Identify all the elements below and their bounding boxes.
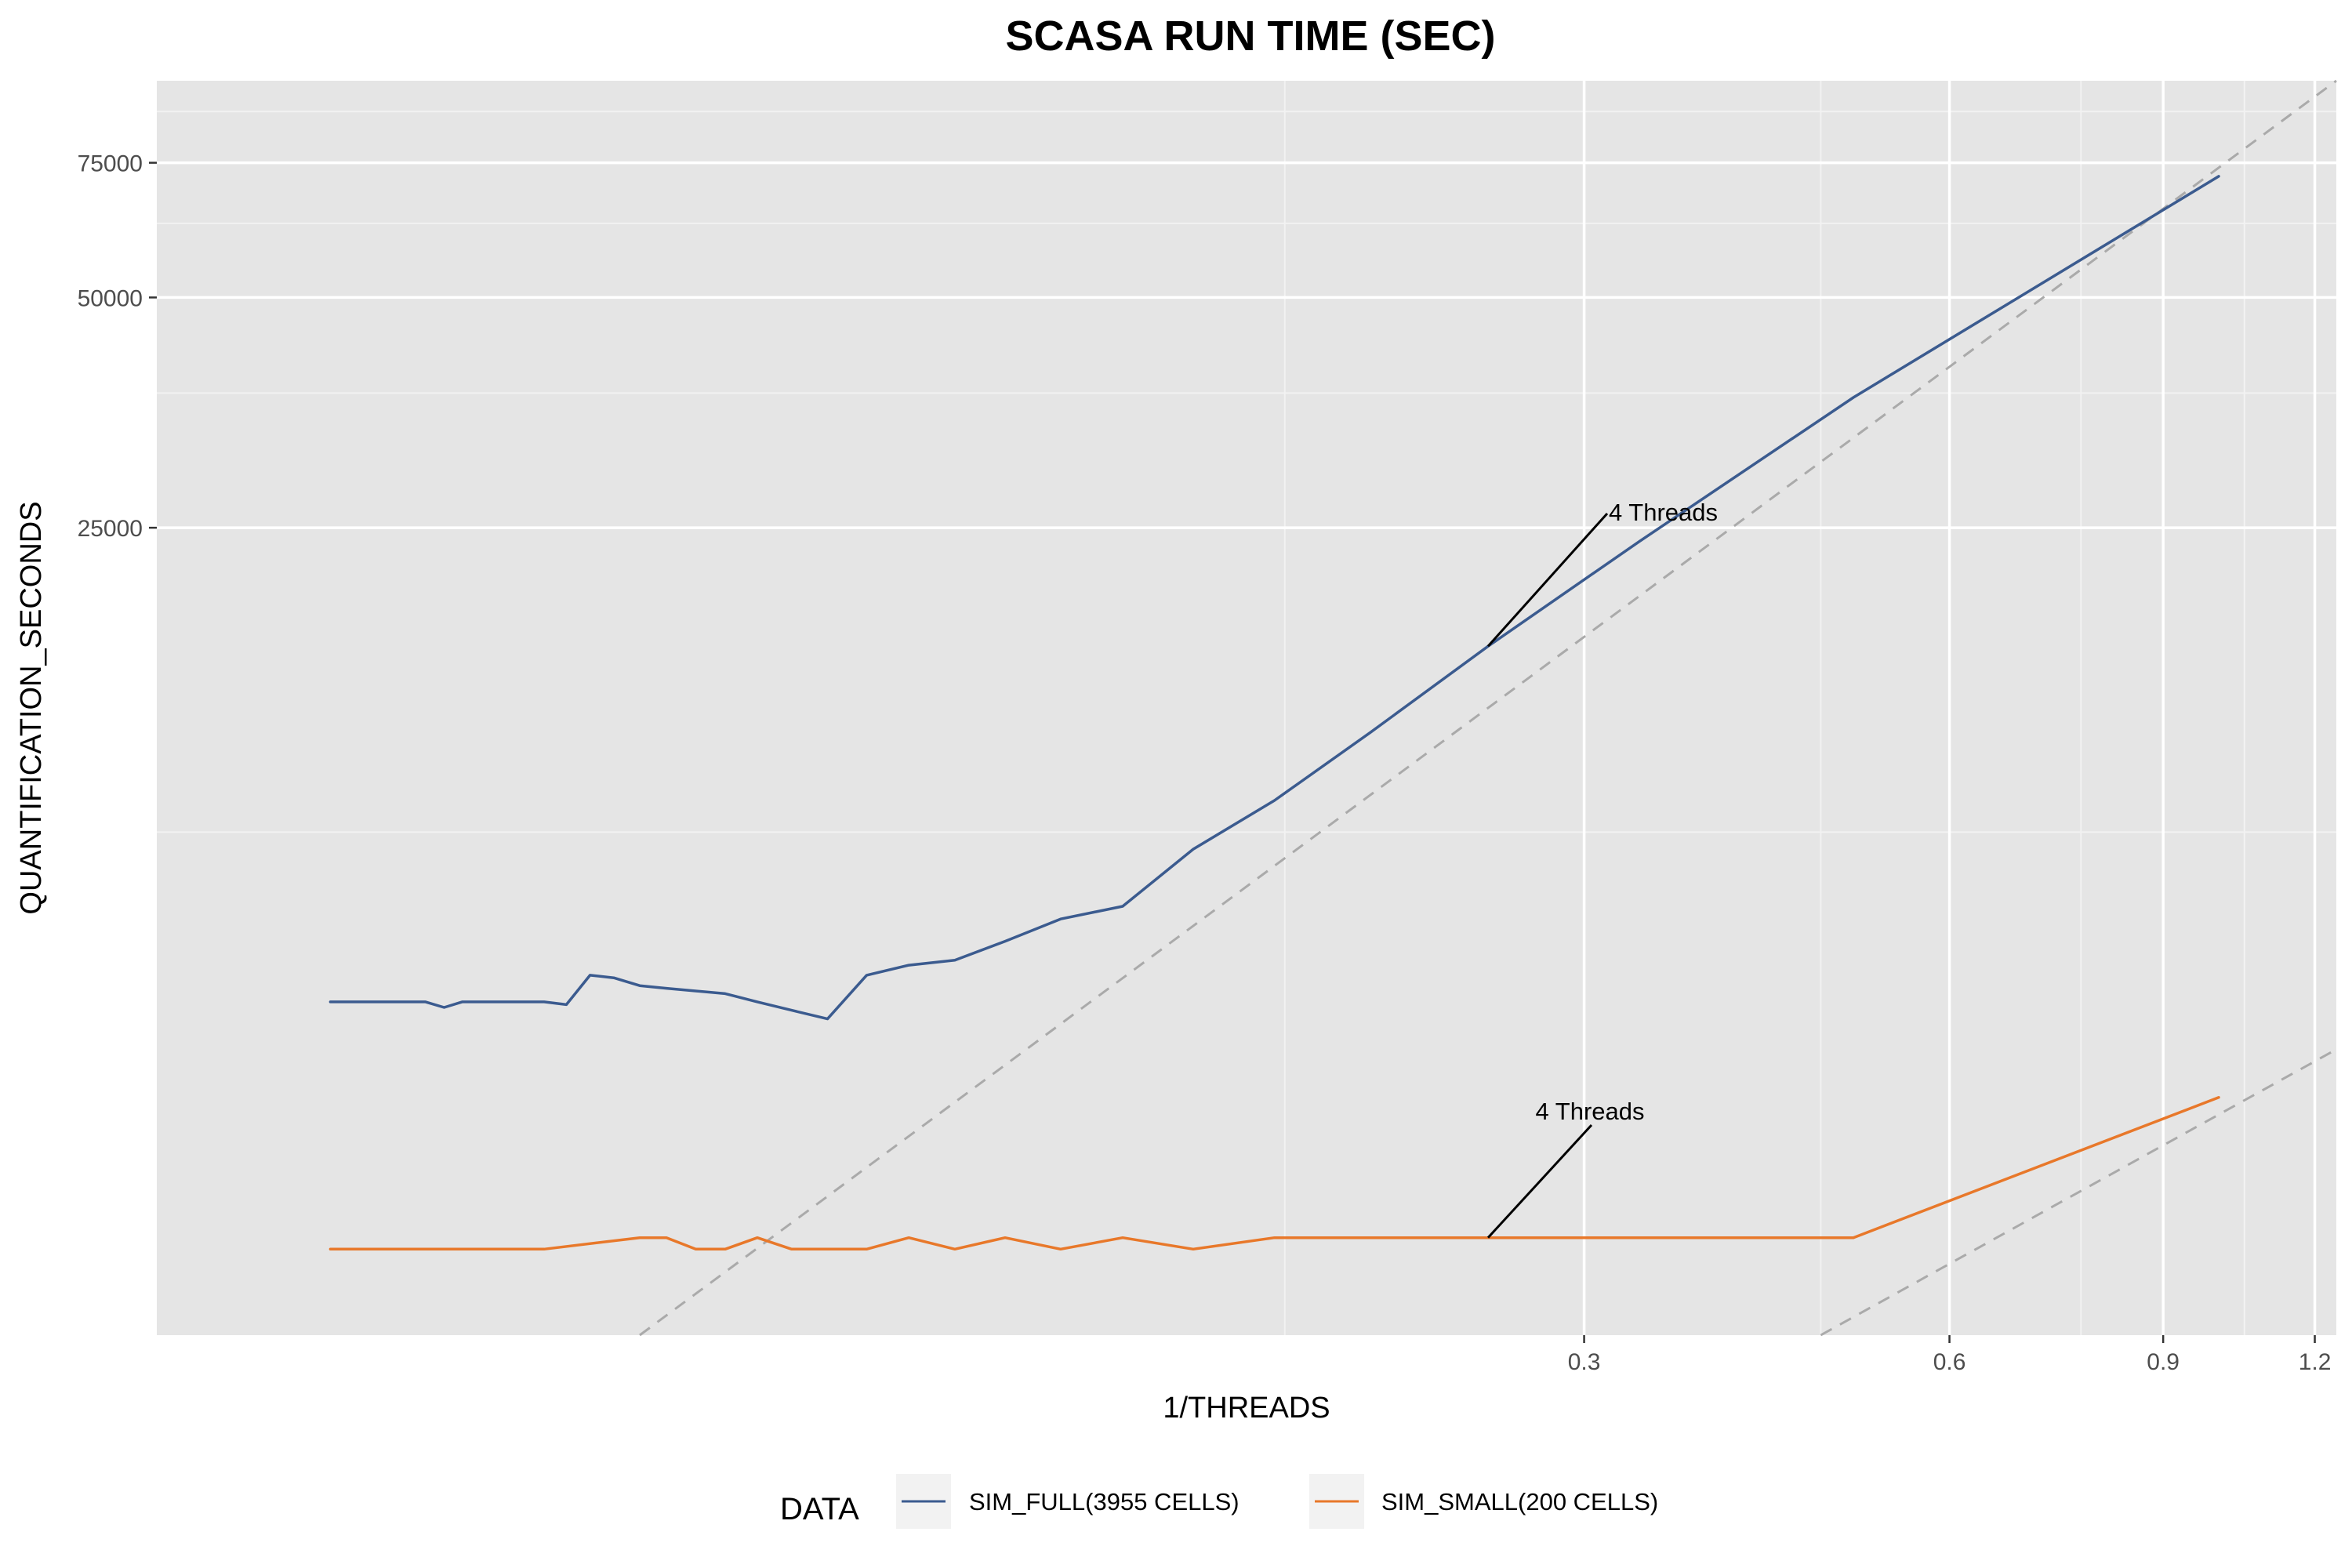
x-tick-label-0: 0.3 [1568,1349,1601,1375]
annotations: 4 Threads 4 Threads [1486,499,1718,1239]
y-axis-title: QUANTIFICATION_SECONDS [15,501,48,914]
x-axis-ticks: 0.3 0.6 0.9 1.2 [1568,1335,2332,1375]
reference-lines [639,79,2337,1337]
y-tick-label-1: 50000 [78,285,143,311]
x-tick-label-3: 1.2 [2299,1349,2332,1375]
minor-gridlines [157,81,2336,1335]
annotation-label-0: 4 Threads [1609,499,1718,526]
series-line-0 [328,175,2220,1021]
legend-label-small: SIM_SMALL(200 CELLS) [1381,1488,1658,1515]
x-axis-title: 1/THREADS [1163,1392,1330,1425]
legend-title: DATA [780,1492,859,1526]
legend-label-full: SIM_FULL(3955 CELLS) [969,1488,1240,1515]
annotation-label-1: 4 Threads [1535,1098,1644,1125]
reference-line-1 [1820,1048,2337,1337]
reference-line-0 [639,79,2337,1337]
y-axis-ticks: 25000 50000 75000 [78,151,157,542]
y-tick-label-0: 25000 [78,516,143,542]
annotation-leader-0 [1486,512,1609,648]
annotation-leader-1 [1486,1123,1593,1239]
legend: DATA SIM_FULL(3955 CELLS) SIM_SMALL(200 … [780,1474,1658,1529]
series-line-1 [328,1096,2220,1251]
series-lines [328,175,2220,1251]
x-tick-label-1: 0.6 [1933,1349,1966,1375]
major-gridlines [157,81,2336,1335]
y-tick-label-2: 75000 [78,151,143,177]
x-tick-label-2: 0.9 [2147,1349,2180,1375]
chart-title: SCASA RUN TIME (SEC) [1005,13,1495,60]
plot-panel [157,81,2336,1335]
